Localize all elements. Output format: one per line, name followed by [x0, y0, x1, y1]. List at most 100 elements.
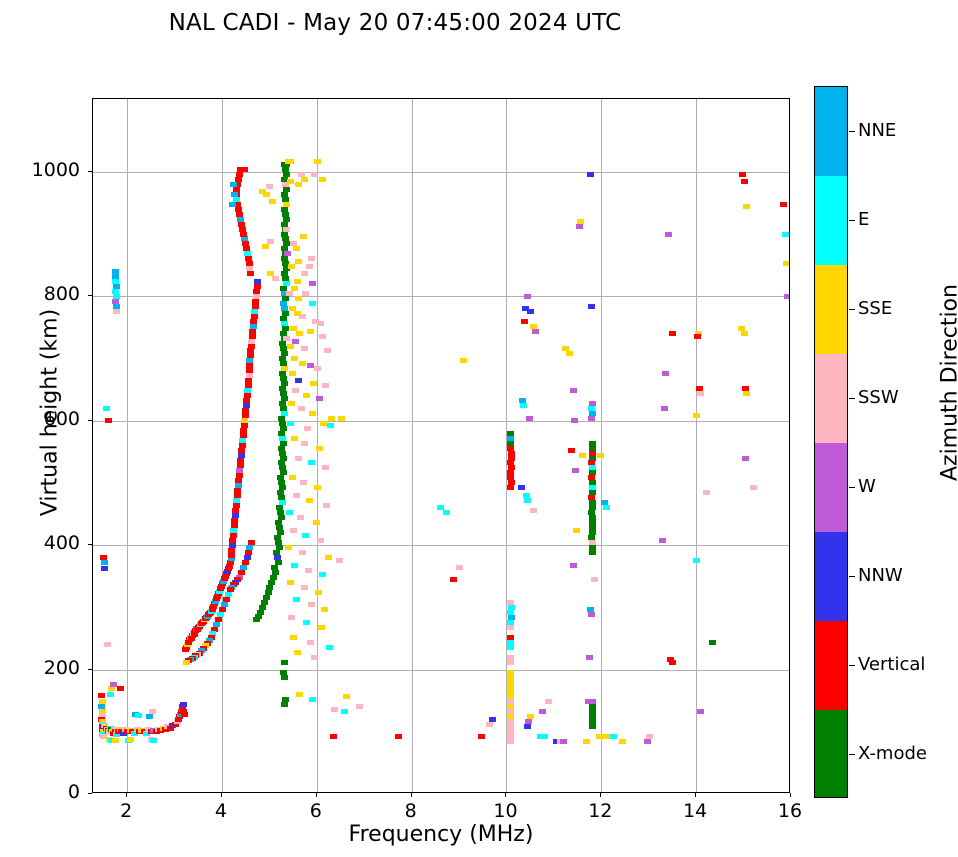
colorbar-segment-sse[interactable] — [815, 265, 847, 354]
data-point — [341, 709, 349, 715]
data-point — [280, 701, 288, 707]
data-point — [507, 475, 515, 481]
data-point — [279, 470, 287, 476]
colorbar-segment-nnw[interactable] — [815, 532, 847, 621]
gridline-horizontal — [93, 296, 789, 298]
data-point — [255, 613, 263, 619]
data-point — [288, 263, 296, 269]
data-point — [261, 243, 269, 249]
data-point — [588, 400, 596, 406]
data-point — [181, 711, 189, 717]
data-point — [240, 418, 248, 424]
data-point — [293, 278, 301, 284]
data-point — [279, 286, 287, 292]
data-point — [299, 480, 307, 486]
colorbar-segment-vertical[interactable] — [815, 621, 847, 710]
data-point — [281, 326, 289, 332]
data-point — [237, 569, 245, 575]
data-point — [525, 719, 533, 725]
data-point — [134, 713, 142, 719]
data-point — [225, 563, 233, 569]
data-point — [596, 734, 604, 740]
data-point — [249, 328, 257, 334]
data-point — [289, 475, 297, 481]
data-point — [229, 201, 237, 207]
data-point — [253, 617, 261, 623]
x-tick — [126, 793, 128, 797]
data-point — [233, 196, 241, 202]
data-point — [289, 306, 297, 312]
data-point — [244, 550, 252, 556]
colorbar-segment-x-mode[interactable] — [815, 710, 847, 797]
data-point — [507, 729, 515, 735]
data-point — [560, 739, 568, 745]
data-point — [588, 699, 596, 705]
data-point — [246, 358, 254, 364]
data-point — [518, 398, 526, 404]
data-point — [171, 721, 179, 727]
data-point — [113, 308, 121, 314]
data-point — [306, 263, 314, 269]
data-point — [232, 512, 240, 518]
data-point — [664, 231, 672, 237]
data-point — [108, 737, 116, 743]
data-point — [228, 547, 236, 553]
data-point — [240, 236, 248, 242]
data-point — [588, 455, 596, 461]
colorbar-segment-e[interactable] — [815, 176, 847, 265]
x-tick — [410, 793, 412, 797]
data-point — [327, 423, 335, 429]
colorbar-label-e: E — [858, 208, 870, 230]
data-point — [588, 500, 596, 506]
data-point — [239, 565, 247, 571]
data-point — [235, 482, 243, 488]
data-point — [294, 455, 302, 461]
data-point — [222, 597, 230, 603]
x-tick — [600, 793, 602, 797]
data-point — [228, 552, 236, 558]
data-point — [281, 296, 289, 302]
data-point — [313, 365, 321, 371]
data-point — [742, 385, 750, 391]
data-point — [213, 596, 221, 602]
data-point — [282, 186, 290, 192]
data-point — [242, 403, 250, 409]
x-tick-label: 8 — [404, 800, 417, 822]
data-point — [281, 261, 289, 267]
data-point — [588, 445, 596, 451]
y-tick-label: 1000 — [31, 158, 80, 181]
data-point — [312, 520, 320, 526]
data-point — [590, 577, 598, 583]
colorbar-segment-w[interactable] — [815, 443, 847, 532]
colorbar[interactable] — [814, 86, 848, 798]
data-point — [318, 333, 326, 339]
data-point — [588, 704, 596, 710]
data-point — [251, 313, 259, 319]
data-point — [226, 587, 234, 593]
data-point — [279, 455, 287, 461]
x-tick — [505, 793, 507, 797]
y-tick — [88, 668, 92, 670]
y-tick — [88, 544, 92, 546]
data-point — [276, 475, 284, 481]
data-point — [277, 445, 285, 451]
colorbar-segment-nne[interactable] — [815, 87, 847, 176]
colorbar-segment-ssw[interactable] — [815, 354, 847, 443]
data-point — [328, 415, 336, 421]
data-point — [527, 714, 535, 720]
colorbar-label-vertical: Vertical — [858, 653, 926, 675]
data-point — [280, 395, 288, 401]
data-point — [556, 739, 564, 745]
data-point — [249, 333, 257, 339]
data-point — [738, 171, 746, 177]
data-point — [562, 346, 570, 351]
data-point — [180, 701, 188, 707]
data-point — [209, 630, 217, 636]
data-point — [437, 505, 445, 511]
data-point — [291, 562, 299, 568]
data-point — [217, 586, 225, 592]
data-point — [280, 291, 288, 297]
data-point — [301, 346, 309, 351]
data-point — [541, 734, 549, 740]
data-point — [507, 445, 515, 451]
